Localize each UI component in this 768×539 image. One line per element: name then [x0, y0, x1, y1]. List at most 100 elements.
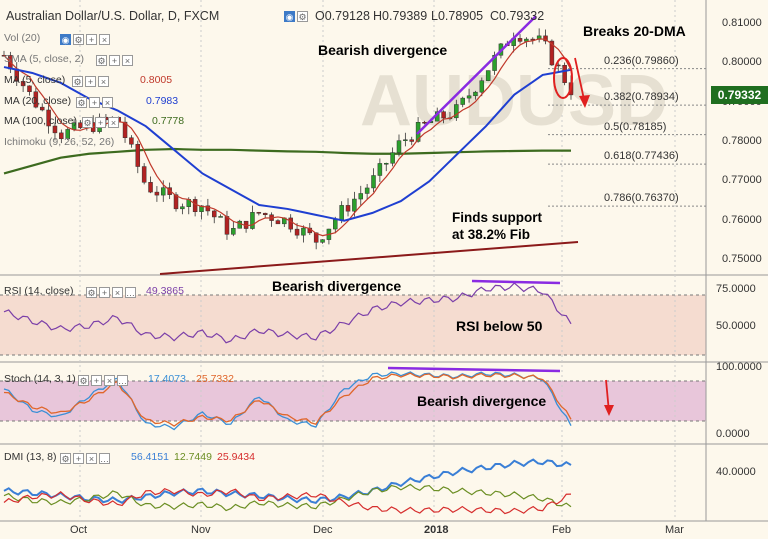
- more-icon[interactable]: …: [125, 287, 136, 298]
- candle: [231, 228, 236, 235]
- price-divergence-line: [416, 15, 537, 135]
- close-icon[interactable]: ×: [98, 76, 109, 87]
- close-icon[interactable]: ×: [99, 34, 110, 45]
- candle: [33, 91, 39, 108]
- settings-icon[interactable]: ⚙: [72, 76, 83, 87]
- candle: [237, 220, 242, 229]
- candle: [52, 125, 58, 134]
- candle: [167, 187, 172, 195]
- stoch-d-line: [3, 372, 572, 427]
- stoch-k-value: 17.4073: [148, 373, 186, 385]
- stoch-k-line: [3, 371, 572, 431]
- add-icon[interactable]: +: [85, 76, 96, 87]
- ichimoku-legend: Ichimoku (9, 26, 52, 26): [4, 136, 115, 148]
- more-icon[interactable]: …: [117, 375, 128, 386]
- close-icon[interactable]: ×: [108, 117, 119, 128]
- stoch-legend: Stoch (14, 3, 1): [4, 373, 76, 385]
- price-tick: 0.75000: [722, 253, 762, 266]
- candle: [358, 193, 364, 200]
- candle: [383, 163, 389, 165]
- candle: [562, 65, 567, 83]
- add-icon[interactable]: +: [89, 97, 100, 108]
- candle: [479, 80, 485, 93]
- price-panel: [0, 0, 706, 272]
- candle: [256, 212, 262, 214]
- eye-icon[interactable]: ◉: [284, 11, 295, 22]
- ma100-line: [3, 147, 571, 175]
- rsi-divergence-line: [471, 279, 561, 285]
- stoch-divergence-note: Bearish divergence: [417, 393, 547, 409]
- candle: [454, 104, 459, 119]
- more-icon[interactable]: …: [99, 453, 110, 464]
- candle: [39, 106, 45, 111]
- candle: [473, 91, 478, 97]
- fib-label: 0.618(0.77436): [604, 150, 679, 163]
- settings-icon[interactable]: ⚙: [82, 117, 93, 128]
- ma100-value: 0.7778: [152, 115, 185, 127]
- ma5-legend: MA (5, close): [4, 74, 66, 86]
- rsi-band: [0, 295, 706, 355]
- dmi-panel: [0, 447, 706, 523]
- candle: [59, 132, 64, 140]
- ma20-legend: MA (20, close): [4, 95, 72, 107]
- settings-icon[interactable]: ⚙: [86, 287, 97, 298]
- settings-icon[interactable]: ⚙: [76, 97, 87, 108]
- price-tick: 0.81000: [722, 16, 762, 29]
- ma5-value: 0.8005: [140, 74, 173, 86]
- close-icon[interactable]: ×: [122, 55, 133, 66]
- current-price-badge: 0.79332: [711, 86, 768, 104]
- settings-icon[interactable]: ⚙: [78, 375, 89, 386]
- close-icon[interactable]: ×: [86, 453, 97, 464]
- close-icon[interactable]: ×: [102, 97, 113, 108]
- candle: [403, 139, 408, 141]
- ohlc-open: O0.79128: [315, 9, 370, 23]
- dmi-mdi-value: 25.9434: [217, 451, 255, 463]
- time-tick: Mar: [665, 524, 684, 536]
- candle: [288, 217, 293, 230]
- settings-icon[interactable]: ⚙: [60, 453, 71, 464]
- settings-icon[interactable]: ⚙: [297, 11, 308, 22]
- add-icon[interactable]: +: [73, 453, 84, 464]
- candle: [199, 205, 204, 213]
- candle: [441, 111, 446, 119]
- candle: [180, 206, 185, 210]
- stoch-divergence-line: [387, 366, 561, 373]
- dmi-mdi-line: [3, 488, 572, 515]
- candle: [460, 97, 465, 105]
- watermark: AUDUSD: [360, 61, 668, 141]
- dmi-legend: DMI (13, 8): [4, 451, 57, 463]
- ma100-legend: MA (100, close): [4, 115, 77, 127]
- time-tick: Nov: [191, 524, 211, 536]
- candle: [27, 85, 32, 92]
- candle: [339, 205, 344, 221]
- candle: [205, 205, 211, 212]
- time-tick: 2018: [424, 524, 449, 536]
- time-tick: Oct: [70, 524, 88, 536]
- candle: [141, 166, 147, 183]
- close-icon[interactable]: ×: [104, 375, 115, 386]
- candle: [129, 137, 134, 145]
- support-trendline: [159, 241, 579, 275]
- candle: [371, 175, 376, 189]
- add-icon[interactable]: +: [86, 34, 97, 45]
- close-icon[interactable]: ×: [112, 287, 123, 298]
- settings-icon[interactable]: ⚙: [96, 55, 107, 66]
- candle: [320, 239, 325, 243]
- stoch-axis-0: 0.0000: [716, 428, 750, 440]
- settings-icon[interactable]: ⚙: [73, 34, 84, 45]
- rsi-axis-75: 75.0000: [716, 283, 756, 295]
- candle: [192, 199, 198, 213]
- add-icon[interactable]: +: [91, 375, 102, 386]
- add-icon[interactable]: +: [99, 287, 110, 298]
- candle: [218, 216, 223, 218]
- add-icon[interactable]: +: [95, 117, 106, 128]
- add-icon[interactable]: +: [109, 55, 120, 66]
- candle: [173, 194, 179, 210]
- candle: [301, 227, 306, 236]
- stoch-band: [0, 381, 706, 421]
- eye-icon[interactable]: ◉: [60, 34, 71, 45]
- price-tick: 0.76000: [722, 213, 762, 226]
- candle: [543, 35, 548, 42]
- candle: [466, 95, 472, 99]
- candle: [549, 40, 555, 66]
